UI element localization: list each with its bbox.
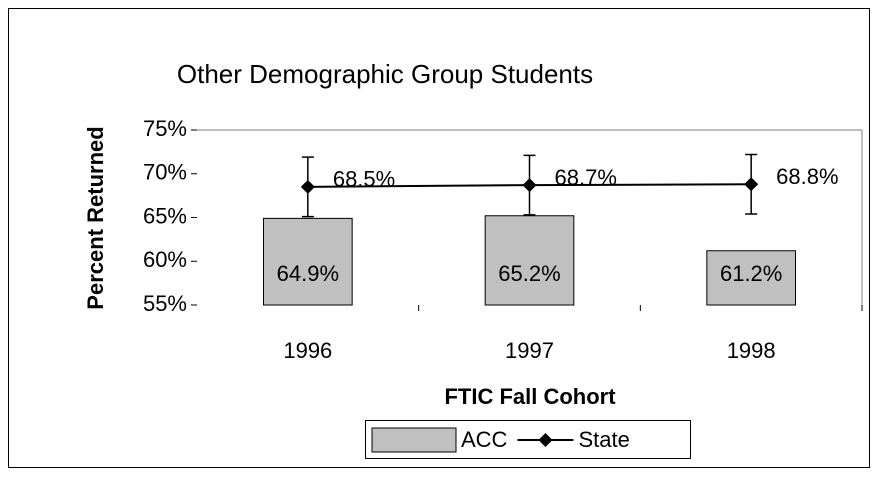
y-axis-title: Percent Returned [83,126,108,309]
point-label: 68.8% [776,164,838,189]
y-tick-label: 70% [143,160,187,185]
x-tick-label: 1998 [727,338,776,363]
legend-label: ACC [461,427,508,452]
y-tick-label: 75% [143,116,187,141]
marker [744,177,759,192]
point-label: 68.5% [333,167,395,192]
point-label: 68.7% [555,165,617,190]
y-tick-label: 55% [143,291,187,316]
plot-frame [197,129,863,305]
legend-label: State [578,427,629,452]
chart-border [8,8,870,468]
chart-title: Other Demographic Group Students [177,59,593,89]
x-axis-title: FTIC Fall Cohort [444,384,616,409]
x-tick-label: 1997 [505,338,554,363]
y-tick-label: 60% [143,247,187,272]
bar [263,217,353,306]
legend-marker [538,433,553,447]
bar-label: 61.2% [720,261,782,286]
bar [706,250,796,306]
bar-label: 65.2% [498,261,560,286]
bar [484,215,575,306]
bar-label: 64.9% [277,261,339,286]
x-tick-label: 1996 [283,338,332,363]
y-tick-label: 65% [143,203,187,228]
marker [300,179,315,194]
marker [522,178,537,193]
legend-swatch [371,427,457,453]
